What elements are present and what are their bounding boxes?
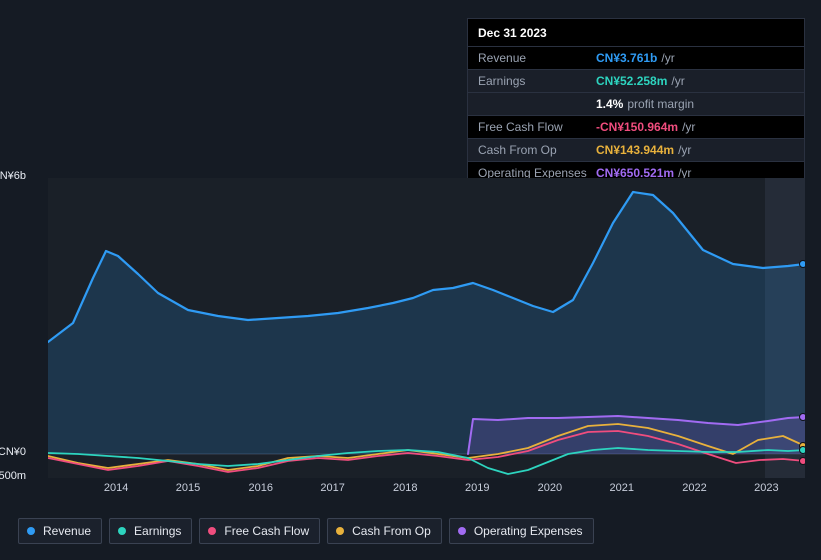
tooltip-label: Revenue: [478, 51, 596, 65]
x-axis-label: 2017: [320, 482, 344, 494]
legend-item[interactable]: Operating Expenses: [449, 518, 594, 544]
legend-label: Operating Expenses: [474, 524, 583, 538]
x-axis: 2014 2015 2016 2017 2018 2019 2020 2021 2022 2023: [48, 482, 805, 502]
legend-dot-icon: [208, 527, 216, 535]
tooltip-margin-label: profit margin: [627, 97, 694, 111]
legend-label: Earnings: [134, 524, 181, 538]
legend-label: Cash From Op: [352, 524, 431, 538]
tooltip-date: Dec 31 2023: [468, 19, 804, 46]
legend-item[interactable]: Revenue: [18, 518, 102, 544]
y-axis-label: CN¥0: [0, 446, 26, 458]
legend-dot-icon: [458, 527, 466, 535]
tooltip-value: CN¥52.258m: [596, 74, 667, 88]
tooltip-value: CN¥3.761b: [596, 51, 657, 65]
tooltip-label: Earnings: [478, 74, 596, 88]
tooltip-row: Cash From OpCN¥143.944m/yr: [468, 138, 804, 161]
legend-item[interactable]: Free Cash Flow: [199, 518, 320, 544]
tooltip-suffix: /yr: [661, 51, 674, 65]
y-axis-label: CN¥6b: [0, 170, 26, 182]
x-axis-label: 2014: [104, 482, 128, 494]
tooltip-label: Cash From Op: [478, 143, 596, 157]
tooltip-suffix: /yr: [671, 74, 684, 88]
tooltip-value: -CN¥150.964m: [596, 120, 678, 134]
chart-plot-area[interactable]: [48, 178, 805, 478]
tooltip-value: CN¥143.944m: [596, 143, 674, 157]
x-axis-label: 2015: [176, 482, 200, 494]
y-axis-label: -CN¥500m: [0, 470, 26, 482]
x-axis-label: 2023: [754, 482, 778, 494]
legend-item[interactable]: Cash From Op: [327, 518, 442, 544]
tooltip-suffix: /yr: [682, 120, 695, 134]
legend-dot-icon: [27, 527, 35, 535]
legend-item[interactable]: Earnings: [109, 518, 192, 544]
data-tooltip: Dec 31 2023 RevenueCN¥3.761b/yrEarningsC…: [467, 18, 805, 185]
legend: Revenue Earnings Free Cash Flow Cash From O…: [18, 518, 594, 544]
x-axis-label: 2019: [465, 482, 489, 494]
x-axis-label: 2018: [393, 482, 417, 494]
x-axis-label: 2016: [248, 482, 272, 494]
tooltip-row: RevenueCN¥3.761b/yr: [468, 46, 804, 69]
x-axis-label: 2020: [538, 482, 562, 494]
tooltip-label: [478, 97, 596, 111]
x-axis-label: 2021: [610, 482, 634, 494]
tooltip-margin-value: 1.4%: [596, 97, 623, 111]
tooltip-row: EarningsCN¥52.258m/yr: [468, 69, 804, 92]
tooltip-label: Free Cash Flow: [478, 120, 596, 134]
legend-label: Free Cash Flow: [224, 524, 309, 538]
legend-dot-icon: [336, 527, 344, 535]
tooltip-row: 1.4% profit margin: [468, 92, 804, 115]
legend-dot-icon: [118, 527, 126, 535]
tooltip-row: Free Cash Flow-CN¥150.964m/yr: [468, 115, 804, 138]
x-axis-label: 2022: [682, 482, 706, 494]
legend-label: Revenue: [43, 524, 91, 538]
tooltip-suffix: /yr: [678, 143, 691, 157]
